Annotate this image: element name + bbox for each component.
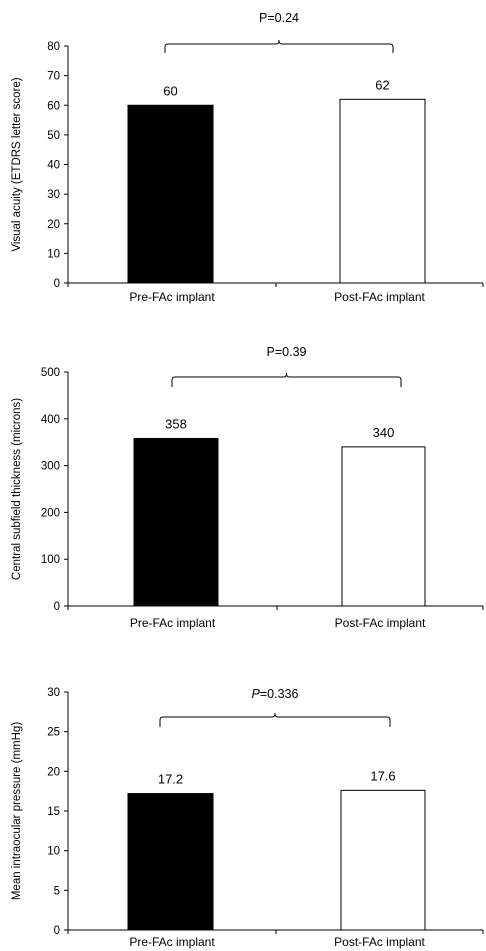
y-tick-label: 50 [47, 130, 60, 142]
significance-bracket [164, 40, 394, 53]
y-tick-label: 20 [47, 766, 60, 778]
p-value: =0.336 [260, 687, 299, 701]
y-tick-label: 0 [54, 601, 60, 613]
y-tick-label: 30 [47, 687, 60, 699]
significance-bracket [171, 373, 402, 387]
bar-pre-fac-implant [127, 104, 214, 284]
y-tick-label: 300 [41, 461, 60, 473]
y-tick-label: 15 [47, 806, 60, 818]
bar-post-fac-implant [341, 446, 426, 607]
chart-panel-3: 0 5 10 15 20 25 30 Mean intraocular pressure (m… [11, 687, 484, 949]
y-axis-label: Central subfield thickness (microns) [11, 398, 23, 580]
y-tick-label: 30 [47, 189, 60, 201]
chart-panel-2: 0 100 200 300 400 500 Central subfield thickne… [11, 345, 484, 630]
bar-post-fac-implant [339, 98, 426, 284]
chart-panel-1: 0 10 20 30 40 50 60 70 80 Visual acuity (ETDRS le… [11, 11, 484, 304]
y-tick-label: 0 [54, 925, 60, 937]
x-category-label: Post-FAc implant [334, 290, 425, 304]
p-value-label: P=0.24 [259, 11, 299, 25]
y-tick-label: 400 [41, 414, 60, 426]
x-category-label: Post-FAc implant [335, 616, 426, 630]
bar-value-label: 17.6 [370, 768, 395, 783]
bar-value-label: 60 [163, 83, 177, 98]
p-symbol: P [252, 687, 261, 701]
y-tick-label: 10 [47, 846, 60, 858]
y-axis-label: Visual acuity (ETDRS letter score) [11, 77, 23, 251]
x-category-label: Post-FAc implant [334, 935, 425, 949]
x-category-label: Pre-FAc implant [130, 616, 216, 630]
p-value-label: P=0.39 [267, 345, 307, 359]
y-tick-label: 100 [41, 554, 60, 566]
y-axis-label: Mean intraocular pressure (mmHg) [11, 722, 23, 900]
bar-pre-fac-implant [127, 793, 214, 931]
y-tick-label: 200 [41, 507, 60, 519]
y-tick-label: 20 [47, 219, 60, 231]
y-tick-label: 500 [41, 367, 60, 379]
x-category-label: Pre-FAc implant [129, 935, 215, 949]
y-tick-label: 40 [47, 160, 60, 172]
significance-bracket [159, 713, 391, 727]
p-value-label: P=0.336 [252, 687, 299, 701]
bar-value-label: 340 [373, 425, 395, 440]
y-tick-label: 25 [47, 727, 60, 739]
y-tick-label: 0 [54, 278, 60, 290]
bar-pre-fac-implant [133, 437, 219, 607]
bar-value-label: 358 [165, 416, 187, 431]
y-tick-label: 10 [47, 248, 60, 260]
bar-post-fac-implant [340, 789, 426, 931]
y-tick-label: 80 [47, 41, 60, 53]
y-tick-label: 70 [47, 71, 60, 83]
bar-value-label: 17.2 [158, 772, 183, 787]
y-tick-label: 5 [54, 885, 60, 897]
x-category-label: Pre-FAc implant [129, 290, 215, 304]
y-tick-label: 60 [47, 100, 60, 112]
bar-value-label: 62 [375, 77, 389, 92]
